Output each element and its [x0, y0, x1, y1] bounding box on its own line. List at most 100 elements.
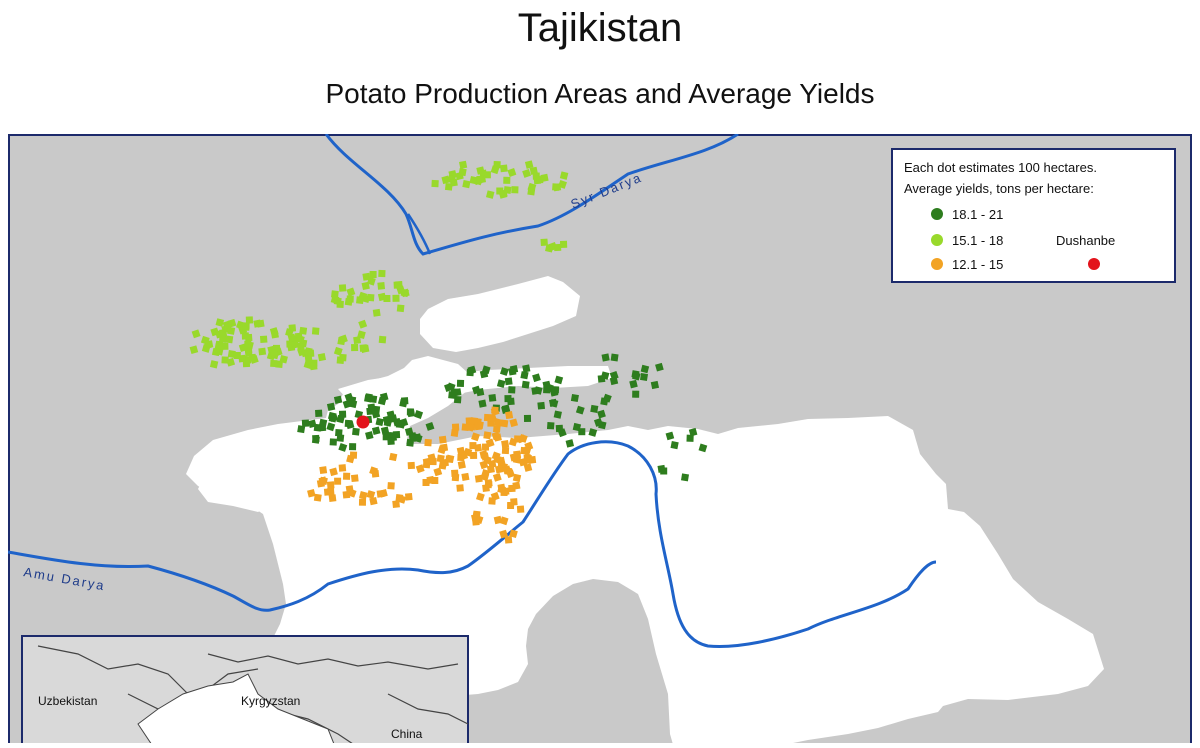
- yield-dot: [270, 359, 278, 368]
- yield-dot: [318, 418, 328, 428]
- yield-dot: [333, 346, 343, 356]
- legend-line1: Each dot estimates 100 hectares.: [904, 160, 1097, 175]
- inset-china-label: China: [391, 727, 423, 741]
- amu-darya-river: [7, 440, 937, 649]
- yield-dot: [532, 373, 541, 383]
- legend: Each dot estimates 100 hectares. Average…: [891, 148, 1176, 283]
- yield-dot: [490, 407, 500, 416]
- yield-dot: [221, 342, 229, 350]
- yield-dot: [508, 386, 516, 394]
- yield-dot: [189, 345, 199, 355]
- syr-darya-river: [324, 132, 739, 256]
- yield-dot: [253, 319, 262, 328]
- legend-capital-dot: [1088, 258, 1100, 270]
- yield-dot: [431, 179, 439, 188]
- yield-dot: [273, 344, 280, 352]
- western-tongue: [198, 479, 270, 512]
- yield-dot: [479, 169, 488, 178]
- yield-dot: [366, 293, 375, 302]
- yield-dot: [536, 175, 544, 184]
- yield-dot: [601, 353, 610, 362]
- yield-dot: [650, 380, 660, 390]
- yield-dot: [546, 421, 555, 430]
- legend-dot-light-green: [931, 234, 943, 246]
- yield-dot: [570, 393, 579, 403]
- yield-dot: [395, 280, 403, 289]
- yield-dot: [372, 308, 381, 317]
- legend-dot-dark-green: [931, 208, 943, 220]
- yield-dot: [499, 516, 509, 526]
- yield-dot: [588, 428, 598, 437]
- yield-dot: [520, 371, 529, 380]
- yield-dot: [469, 176, 478, 185]
- yield-dot: [233, 351, 241, 360]
- yield-dot: [507, 501, 515, 510]
- yield-dot: [456, 484, 464, 492]
- yield-dot: [338, 410, 347, 418]
- yield-dot: [660, 467, 668, 475]
- yield-dot: [500, 164, 508, 173]
- yield-dot: [334, 477, 342, 485]
- yield-dot: [404, 492, 413, 501]
- yield-dot: [492, 472, 502, 482]
- yield-dot: [680, 473, 690, 482]
- yield-dot: [553, 410, 562, 419]
- yield-dot: [609, 376, 619, 386]
- yield-dot: [318, 476, 328, 485]
- yield-dot: [474, 422, 483, 431]
- yield-dot: [225, 335, 234, 344]
- yield-dot: [392, 294, 400, 302]
- yield-dot: [438, 461, 447, 470]
- yield-dot: [378, 269, 386, 278]
- yield-dot: [375, 417, 384, 427]
- yield-dot: [346, 287, 356, 297]
- yield-dot: [575, 405, 585, 415]
- yield-dot: [345, 420, 355, 430]
- inset-tajikistan: [137, 673, 337, 748]
- yield-dot: [597, 409, 606, 419]
- yield-dot: [450, 429, 459, 437]
- legend-label-3: 12.1 - 15: [952, 257, 1003, 272]
- yield-dot: [336, 434, 345, 442]
- yield-dot: [521, 380, 530, 389]
- yield-dot: [383, 294, 391, 303]
- yield-dot: [524, 160, 534, 169]
- yield-dot: [501, 446, 510, 455]
- yield-dot: [610, 353, 619, 362]
- yield-dot: [227, 326, 236, 335]
- yield-dot: [688, 427, 698, 437]
- yield-dot: [504, 377, 513, 386]
- yield-dot: [219, 335, 227, 343]
- yield-dot: [326, 402, 336, 411]
- yield-dot: [387, 437, 395, 446]
- yield-dot: [499, 529, 508, 539]
- yield-dot: [476, 387, 485, 397]
- yield-dot: [326, 422, 336, 432]
- yield-dot: [497, 483, 506, 492]
- yield-dot: [336, 300, 344, 308]
- yield-dot: [470, 451, 478, 459]
- yield-dot: [590, 404, 599, 413]
- yield-dot: [505, 411, 514, 420]
- yield-dot: [426, 475, 435, 485]
- yield-dot: [312, 434, 320, 443]
- yield-dot: [399, 399, 408, 408]
- legend-line2: Average yields, tons per hectare:: [904, 181, 1094, 196]
- yield-dot: [210, 327, 220, 337]
- yield-dot: [211, 347, 221, 357]
- northern-river: [406, 213, 432, 255]
- yield-dot: [270, 330, 279, 339]
- yield-dot: [503, 186, 512, 194]
- yield-dot: [451, 423, 460, 431]
- yield-dot: [258, 347, 267, 356]
- yield-dot: [422, 460, 431, 469]
- yield-dot: [506, 469, 515, 479]
- yield-dot: [466, 368, 474, 377]
- yield-dot: [357, 330, 366, 339]
- yield-dot: [553, 183, 562, 192]
- yield-dot: [490, 165, 500, 175]
- yield-dot: [406, 438, 415, 447]
- yield-dot: [407, 461, 415, 470]
- yield-dot: [339, 353, 347, 362]
- yield-dot: [480, 472, 490, 482]
